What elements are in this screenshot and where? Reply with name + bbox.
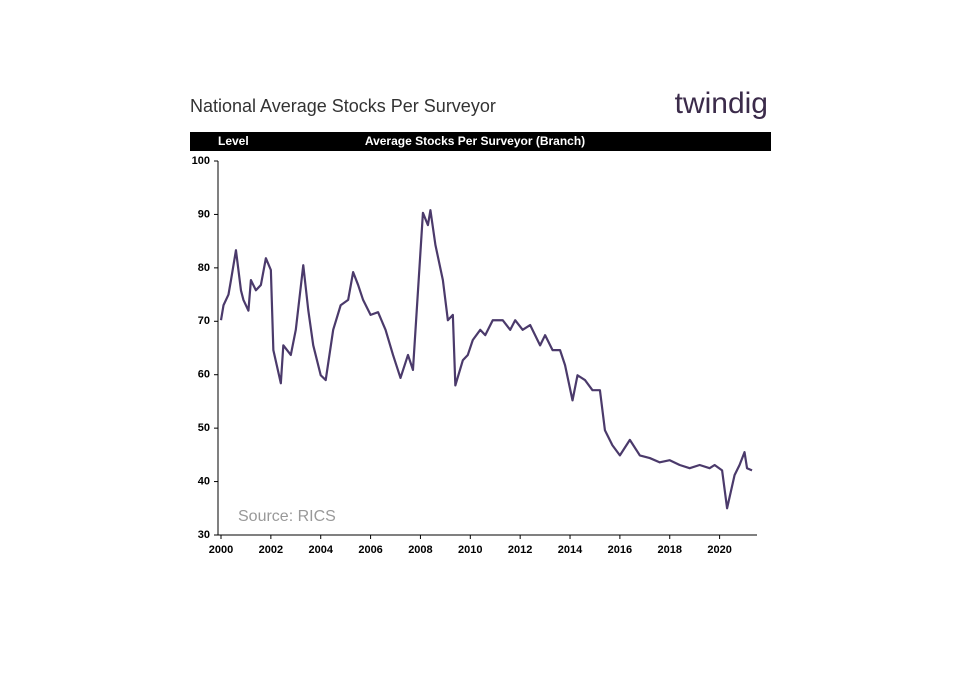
y-tick-label: 80 bbox=[198, 262, 210, 274]
y-tick-label: 40 bbox=[198, 475, 210, 487]
y-tick-label: 70 bbox=[198, 315, 210, 327]
x-tick-label: 2016 bbox=[608, 544, 632, 556]
data-line bbox=[219, 209, 753, 510]
y-tick-label: 30 bbox=[198, 529, 210, 541]
source: Source: RICS bbox=[238, 508, 336, 525]
chart-title: National Average Stocks Per Surveyor bbox=[190, 96, 496, 116]
y-tick-label: 50 bbox=[198, 422, 210, 434]
y-tick-label: 90 bbox=[198, 208, 210, 220]
x-tick-label: 2008 bbox=[408, 544, 432, 556]
x-tick-label: 2014 bbox=[558, 544, 583, 556]
y-tick-label: 100 bbox=[192, 155, 210, 167]
x-tick-label: 2000 bbox=[209, 544, 233, 556]
logo: twindig bbox=[675, 87, 768, 120]
x-tick-label: 2018 bbox=[658, 544, 682, 556]
header-center: Average Stocks Per Surveyor (Branch) bbox=[365, 134, 585, 148]
header-bar bbox=[190, 132, 771, 151]
x-tick-label: 2002 bbox=[259, 544, 283, 556]
x-tick-label: 2006 bbox=[358, 544, 382, 556]
x-tick-label: 2012 bbox=[508, 544, 532, 556]
x-tick-label: 2004 bbox=[308, 544, 333, 556]
header-left: Level bbox=[218, 134, 249, 148]
y-tick-label: 60 bbox=[198, 369, 210, 381]
x-tick-label: 2020 bbox=[707, 544, 731, 556]
x-tick-label: 2010 bbox=[458, 544, 482, 556]
